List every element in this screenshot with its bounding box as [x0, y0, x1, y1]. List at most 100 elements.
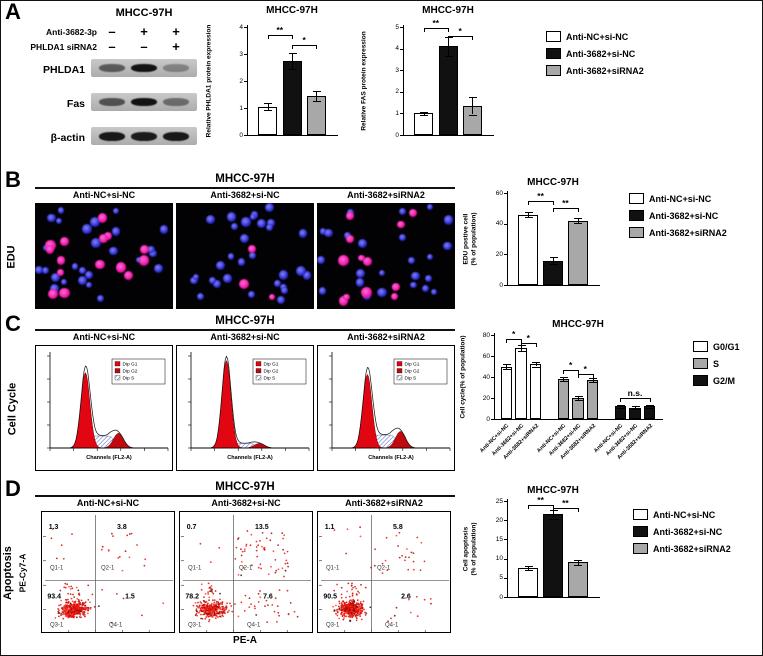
y-tick: [400, 91, 403, 93]
y-tick: [400, 70, 403, 72]
apoptosis-dot-cloud: [332, 526, 432, 623]
cell-nucleus: [104, 232, 112, 241]
legend-label: Anti-NC+si-NC: [649, 193, 712, 204]
edu-positive-bar-chart: MHCC-97H EDU postive cell (% of population…: [463, 177, 621, 317]
error-bar-cap: [420, 111, 429, 113]
svg-text:Q1-1: Q1-1: [50, 565, 64, 571]
cell-nucleus: [55, 217, 63, 224]
cell-nucleus: [296, 266, 307, 277]
blot-band-row: β-actin: [27, 127, 203, 157]
svg-text:7.6: 7.6: [263, 594, 273, 601]
error-bar-cap: [502, 364, 511, 366]
cell-nucleus: [109, 246, 118, 256]
edu-row-label: EDU: [5, 207, 19, 307]
svg-text:93.4: 93.4: [47, 594, 61, 601]
svg-text:Dip G1: Dip G1: [405, 362, 420, 368]
legend-swatch: [693, 358, 708, 369]
svg-text:Dip G2: Dip G2: [264, 369, 279, 375]
legend-item: Anti-3682+si-NC: [633, 526, 731, 537]
sig-line: [528, 504, 553, 506]
sig-line: [292, 44, 317, 46]
error-bar: [267, 103, 269, 110]
edu-microscopy-image-2: [176, 203, 314, 309]
apoptosis-dot-cloud: [50, 528, 165, 624]
quadrant-stats: 1.1 5.8 90.5 2.6 Q1-1 Q2-1 Q3-1 Q4-1: [323, 524, 411, 629]
y-tick: [400, 48, 403, 50]
condition-label-d3: Anti-3682+siRNA2: [345, 498, 423, 508]
y-tick: [491, 419, 494, 420]
error-bar-cap: [574, 222, 583, 224]
y-tick-label: 1: [395, 109, 399, 117]
panel-b-title: MHCC-97H: [215, 173, 275, 185]
legend-swatch: [633, 543, 648, 554]
sig-label: *: [458, 25, 462, 36]
bar: [614, 406, 627, 419]
blot-strip: [91, 127, 197, 145]
error-bar: [620, 405, 622, 408]
panel-b-title-rule: [35, 187, 455, 189]
error-bar-cap: [288, 52, 297, 54]
error-bar: [649, 405, 651, 408]
sig-line: [528, 200, 553, 202]
y-tick-label: 5: [499, 574, 503, 582]
cell-nucleus: [281, 287, 288, 294]
blot-band-row: PHLDA1: [27, 59, 203, 89]
svg-text:3.8: 3.8: [117, 524, 127, 531]
quadrant-stats: 1.3 3.8 93.4 1.5 Q1-1 Q2-1 Q3-1 Q4-1: [47, 524, 135, 629]
error-bar: [578, 395, 579, 401]
protein-band: [99, 64, 126, 72]
cell-nucleus: [408, 257, 416, 265]
legend-item: Anti-3682+si-NC: [546, 48, 644, 59]
cell-nucleus: [97, 295, 105, 303]
y-tick-label: 3: [239, 50, 243, 58]
y-tick-label: 80: [482, 331, 490, 339]
error-bar-cap: [574, 400, 583, 402]
cell-nucleus: [47, 288, 59, 300]
svg-text:78.2: 78.2: [185, 594, 199, 601]
cell-nucleus: [265, 223, 273, 231]
edu-microscopy-image-1: [35, 203, 173, 309]
chart-title: MHCC-97H: [527, 177, 579, 188]
y-tick-label: 10: [495, 555, 503, 563]
sig-tick: [553, 200, 554, 205]
y-axis-title: Cell cycle(% of population): [456, 335, 472, 419]
fas-protein-bar-chart: MHCC-97H Relative FAS protein expression 0…: [357, 5, 509, 169]
error-bar: [535, 362, 537, 367]
cell-nucleus: [346, 235, 354, 243]
apoptosis-scatter-1: 1.3 3.8 93.4 1.5 Q1-1 Q2-1 Q3-1 Q4-1: [41, 511, 175, 633]
y-axis: [507, 191, 508, 286]
x-axis: [403, 135, 494, 136]
error-bar: [528, 566, 530, 571]
legend-item: Anti-3682+siRNA2: [546, 65, 644, 76]
legend-item: Anti-3682+siRNA2: [633, 543, 731, 554]
error-bar-cap: [288, 68, 297, 70]
error-bar-cap: [574, 560, 583, 562]
svg-text:Q4-1: Q4-1: [109, 623, 123, 629]
cell-nucleus: [84, 270, 94, 280]
cell-nucleus: [410, 281, 417, 289]
legend-item: Anti-NC+si-NC: [629, 193, 727, 204]
svg-text:Q2-1: Q2-1: [101, 565, 115, 571]
svg-text:Q4-1: Q4-1: [385, 623, 399, 629]
cell-nucleus: [269, 293, 276, 300]
cell-nucleus: [422, 284, 430, 292]
svg-text:5.8: 5.8: [393, 524, 403, 531]
sig-tick: [578, 369, 579, 374]
legend-label: G0/G1: [713, 341, 740, 352]
y-tick: [504, 193, 507, 194]
error-bar: [553, 509, 554, 519]
sig-label: *: [302, 34, 306, 45]
condition-label-b2: Anti-3682+si-NC: [210, 190, 280, 200]
cell-nucleus: [357, 239, 367, 248]
error-bar: [635, 406, 636, 409]
phlda1-protein-bar-chart: MHCC-97H Relative PHLDA1 protein expressi…: [201, 5, 353, 169]
sig-label: **: [432, 18, 440, 29]
error-bar-cap: [616, 405, 625, 407]
sig-label: **: [562, 197, 569, 208]
error-bar-cap: [468, 97, 477, 99]
y-tick-label: 20: [495, 516, 503, 524]
legend-swatch: [546, 48, 561, 59]
cell-nucleus: [238, 278, 249, 289]
protein-name: Fas: [66, 98, 85, 110]
sig-label: **: [537, 190, 544, 201]
